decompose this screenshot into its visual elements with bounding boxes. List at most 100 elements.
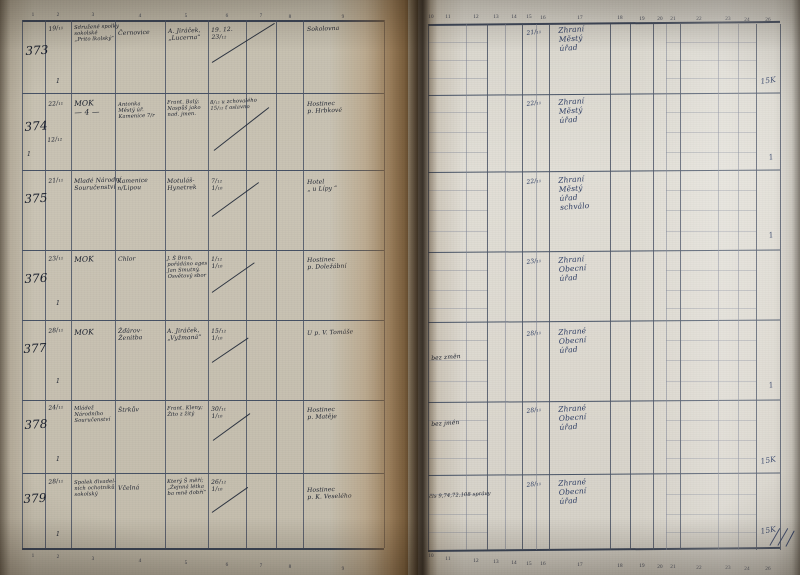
- row-dates: 19. 12. 23/₁₂: [211, 25, 234, 42]
- colnum-top-17: 17: [577, 15, 583, 21]
- subrule: [428, 440, 488, 441]
- row-subnumber: 1: [56, 456, 60, 463]
- row-location: Sokolovna: [307, 24, 340, 33]
- colrule-11: [466, 24, 467, 550]
- subrule: [428, 532, 488, 533]
- row-subnumber: 1: [56, 300, 60, 307]
- colnum-bot-3: 3: [91, 556, 95, 562]
- row-subnumber: 1: [27, 151, 31, 158]
- fee-amount: 1: [767, 230, 775, 240]
- subrule: [428, 420, 488, 421]
- rule-r5: [427, 399, 780, 403]
- colnum-top-13: 13: [493, 14, 499, 20]
- subrule: [428, 190, 488, 191]
- colrule-6: [246, 20, 247, 548]
- approval-date: 21/₁₁: [526, 27, 542, 37]
- row-number: 379: [23, 490, 47, 506]
- colnum-top-22: 22: [696, 16, 702, 22]
- row-dates: 15/₁₂ 1/₁₀: [211, 327, 227, 343]
- colrule-9: [384, 20, 385, 548]
- colnum-top-14: 14: [511, 14, 517, 20]
- colnum-top-19: 19: [639, 16, 645, 22]
- row-venue-person: A. Jiráček, „Vyžmaná“: [167, 326, 202, 343]
- row-venue-person: Motuláš- Hynetrek: [167, 177, 197, 193]
- rule-bottom: [22, 548, 384, 550]
- row-date: 19/₁₁: [48, 23, 64, 33]
- colrule-21: [680, 24, 681, 550]
- row-number: 374: [24, 118, 49, 134]
- subrule: [428, 290, 488, 291]
- subrule: [428, 494, 488, 495]
- row-subnumber: 1: [56, 378, 60, 385]
- row-dates: 1/₁₂ 1/₁₀: [211, 255, 223, 271]
- row-number: 375: [24, 190, 48, 206]
- row-venue-person: Který Š měří; „Žejnná létka ba mně dobří…: [167, 477, 207, 498]
- row-place: Kamenice n/Lipou: [117, 176, 149, 193]
- colrule-14: [522, 24, 523, 550]
- colnum-bot-1: 1: [31, 553, 35, 559]
- colrule-23: [738, 24, 739, 550]
- colrule-24: [756, 24, 757, 550]
- pen-flourish: [785, 530, 796, 548]
- colnum-top-20: 20: [657, 16, 663, 22]
- colnum-bot-16: 16: [540, 561, 546, 567]
- subrule: [666, 152, 756, 153]
- authority: Zhrané Obecní úřad: [557, 477, 587, 506]
- colnum-bot-8: 8: [288, 564, 292, 570]
- subrule: [428, 514, 488, 515]
- colnum-top-11: 11: [445, 14, 451, 20]
- row-organizer: Mládež Národního Souručenství: [74, 405, 111, 425]
- colrule-16: [549, 24, 550, 550]
- row-date: 23/₁₁: [48, 254, 64, 263]
- row-date: 28/₁₁: [48, 477, 64, 486]
- colnum-top-8: 8: [288, 14, 292, 20]
- ledger-page-left: 1 2 3 4 5 6 7 8 9 1 2 3 4 5 6 7 8 9 373 …: [0, 0, 418, 575]
- row-organizer: Spolek divadel- ních ochotníků sokolský: [74, 478, 117, 499]
- colnum-bot-10: 10: [428, 553, 434, 559]
- row-place: Včelná: [118, 484, 140, 492]
- colnum-bot-2: 2: [56, 554, 60, 560]
- colnum-top-21: 21: [670, 16, 676, 22]
- fee-amount: 1: [767, 152, 775, 162]
- row-place: Černovice: [118, 28, 150, 37]
- pen-stroke: [213, 107, 270, 152]
- colrule-18: [630, 24, 631, 550]
- colnum-bot-21: 21: [670, 564, 676, 570]
- colnum-top-18: 18: [617, 15, 623, 21]
- row-number: 376: [24, 270, 48, 286]
- colnum-top-10: 10: [428, 14, 434, 20]
- colnum-bot-14: 14: [511, 560, 517, 566]
- approval-date: 23/₁₁: [526, 256, 542, 266]
- colnum-bot-26: 26: [765, 566, 771, 572]
- row-place: Žďárov· Ženitba: [118, 327, 143, 343]
- rule-r1: [427, 92, 780, 96]
- subrule: [666, 360, 756, 361]
- row-location: U p. V. Tomáše: [307, 328, 354, 337]
- rule-top: [22, 20, 384, 22]
- colnum-top-4: 4: [138, 13, 142, 19]
- colnum-top-15: 15: [526, 14, 532, 20]
- colnum-bot-4: 4: [138, 558, 142, 564]
- colnum-bot-9: 9: [341, 566, 345, 572]
- row-organizer: MOK — 4 —: [73, 98, 100, 117]
- colrule-1: [45, 20, 46, 548]
- authority: Zhrané Obecní úřad: [557, 403, 587, 432]
- subrule: [666, 60, 756, 61]
- fee-amount: 15K: [759, 74, 777, 86]
- rule-r6: [22, 473, 384, 474]
- ledger-page-right: 10 11 12 13 14 15 16 17 18 19 20 21 22 2…: [418, 0, 800, 575]
- subrule: [666, 308, 756, 309]
- subrule: [428, 458, 488, 459]
- subrule: [666, 210, 756, 211]
- authority: Zhrané Obecní úřad: [557, 326, 587, 355]
- colrule-3: [115, 20, 116, 548]
- colrule-15: [536, 24, 537, 550]
- colnum-bot-6: 6: [225, 562, 229, 568]
- row-venue-person: J. Š Bran, pořádáno ages Jan Smutný, Osv…: [167, 255, 208, 281]
- subrule: [428, 340, 488, 341]
- colrule-5: [208, 20, 209, 548]
- colrule-4: [165, 20, 166, 548]
- colnum-bot-15: 15: [526, 561, 532, 567]
- row-location: Hostinec p. K. Veselého: [307, 486, 352, 502]
